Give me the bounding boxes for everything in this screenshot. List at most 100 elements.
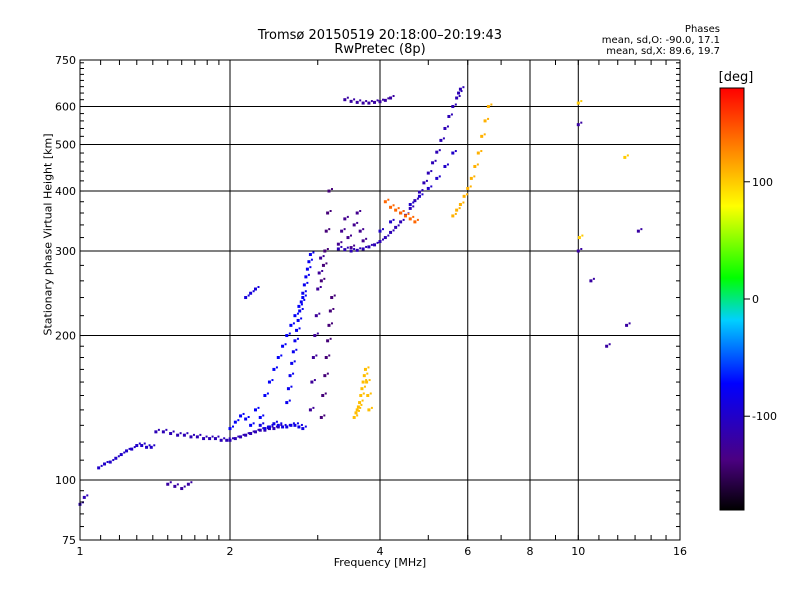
data-point	[354, 411, 358, 415]
data-point	[329, 210, 332, 213]
data-point	[580, 100, 583, 103]
data-point	[285, 401, 289, 405]
data-point	[580, 121, 583, 124]
data-point	[346, 215, 349, 218]
data-point	[100, 464, 103, 467]
data-point	[154, 430, 158, 434]
data-point	[458, 202, 462, 206]
data-point	[272, 427, 276, 431]
data-point	[365, 379, 368, 382]
data-point	[130, 447, 134, 451]
data-point	[286, 387, 290, 391]
data-point	[153, 444, 156, 447]
y-tick-label: 600	[55, 101, 76, 114]
data-point	[285, 425, 289, 429]
data-point	[349, 249, 353, 253]
data-point	[253, 287, 257, 291]
data-point	[473, 175, 476, 178]
data-point	[330, 188, 333, 191]
data-point	[589, 279, 593, 283]
data-point	[271, 379, 274, 382]
data-point	[125, 449, 129, 453]
data-point	[636, 229, 640, 233]
data-point	[301, 296, 305, 300]
data-point	[291, 350, 295, 354]
data-point	[281, 425, 285, 429]
data-point	[417, 190, 421, 194]
data-point	[356, 414, 359, 417]
data-point	[346, 246, 349, 249]
data-point	[301, 427, 305, 431]
data-point	[327, 189, 331, 193]
data-point	[408, 202, 412, 206]
data-point	[367, 245, 371, 249]
data-point	[247, 294, 250, 297]
data-point	[307, 273, 310, 276]
chart-subtitle: RwPretec (8p)	[334, 42, 426, 57]
data-point	[457, 91, 461, 95]
data-point	[140, 444, 144, 448]
data-point	[82, 495, 86, 499]
x-tick-label: 4	[377, 545, 384, 558]
data-point	[161, 430, 165, 434]
data-point	[359, 99, 362, 102]
data-point	[389, 96, 393, 100]
grid-lines	[80, 60, 680, 540]
data-point	[359, 394, 363, 398]
data-point	[145, 445, 149, 449]
data-point	[176, 483, 179, 486]
y-tick-label: 400	[55, 185, 76, 198]
data-point	[149, 445, 153, 449]
data-point	[257, 406, 260, 409]
data-point	[365, 237, 368, 240]
data-point	[244, 296, 248, 300]
data-point	[318, 312, 321, 315]
data-point	[258, 423, 262, 427]
y-tick-label: 750	[55, 54, 76, 67]
data-point	[417, 194, 421, 198]
data-point	[123, 451, 126, 454]
data-point	[343, 98, 347, 102]
data-point	[267, 427, 271, 431]
data-point	[237, 419, 240, 422]
data-point	[247, 416, 250, 419]
data-point	[312, 251, 315, 254]
data-point	[389, 230, 393, 234]
data-point	[262, 427, 265, 430]
data-point	[487, 117, 490, 120]
data-point	[454, 212, 457, 215]
data-point	[363, 385, 366, 388]
data-point	[358, 401, 362, 405]
data-point	[249, 423, 253, 427]
data-point	[169, 481, 172, 484]
data-point	[223, 437, 226, 440]
data-point	[356, 405, 360, 409]
data-point	[363, 367, 367, 371]
data-point	[189, 435, 193, 439]
data-point	[300, 423, 303, 426]
data-point	[443, 126, 447, 130]
data-point	[466, 186, 470, 190]
data-point	[366, 372, 369, 375]
data-point	[435, 150, 439, 154]
data-point	[237, 435, 240, 438]
data-point	[383, 200, 387, 204]
data-point	[315, 354, 318, 357]
data-point	[293, 339, 297, 343]
data-point	[446, 125, 449, 128]
data-point	[389, 205, 393, 209]
data-point	[324, 355, 328, 359]
data-point	[367, 366, 370, 369]
data-point	[416, 218, 419, 221]
data-point	[295, 348, 298, 351]
data-point	[349, 246, 353, 250]
data-point	[576, 123, 580, 127]
data-point	[293, 360, 296, 363]
data-point	[336, 242, 340, 246]
data-point	[451, 151, 455, 155]
data-point	[166, 482, 170, 486]
data-point	[190, 481, 193, 484]
data-point	[469, 176, 473, 180]
data-point	[322, 255, 325, 258]
data-point	[199, 433, 202, 436]
